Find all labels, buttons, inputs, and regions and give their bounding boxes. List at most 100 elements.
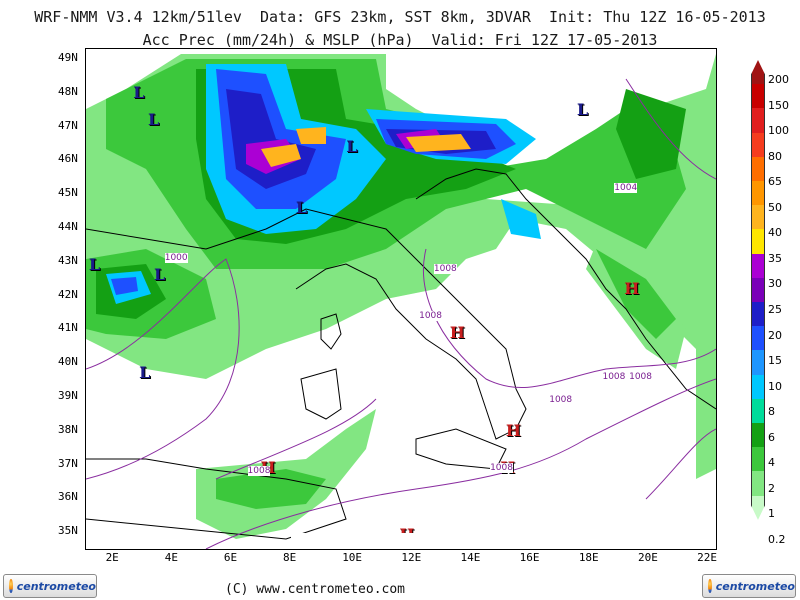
chart-title-line1: WRF-NMM V3.4 12km/51lev Data: GFS 23km, … (34, 8, 766, 26)
colorbar-segment (751, 277, 765, 303)
colorbar-segment (751, 156, 765, 182)
lat-tick-label: 45N (58, 186, 78, 200)
colorbar-segment (751, 302, 765, 327)
lon-tick-label: 18E (578, 551, 599, 564)
precip-layer-orange (261, 127, 471, 167)
colorbar-segment (751, 60, 765, 85)
lat-tick-label: 39N (58, 388, 78, 402)
low-pressure-marker: L (148, 109, 160, 129)
colorbar-segment (751, 108, 765, 133)
colorbar-segment (751, 253, 765, 278)
logo-right-text: centrometeo (715, 579, 795, 593)
map-canvas (86, 49, 716, 549)
colorbar-label: 10 (768, 379, 782, 393)
isobar-label: 1004 (614, 182, 638, 193)
high-pressure-marker: H (624, 278, 640, 298)
logo-left-text: centrometeo (16, 579, 96, 593)
lon-tick-label: 4E (164, 551, 178, 564)
colorbar-segment (751, 495, 765, 520)
colorbar-label: 150 (768, 98, 789, 112)
colorbar-segment (751, 471, 765, 496)
colorbar-label: 2 (768, 481, 775, 495)
colorbar-segment (751, 181, 765, 206)
globe-icon (708, 579, 712, 593)
lat-tick-label: 47N (58, 118, 78, 132)
logo-left[interactable]: centrometeo (3, 574, 97, 598)
colorbar-label: 65 (768, 175, 782, 189)
low-pressure-marker: L (153, 265, 166, 285)
colorbar-label: 4 (768, 456, 775, 470)
lat-tick-label: 37N (58, 456, 78, 470)
colorbar-label: 35 (768, 251, 782, 265)
lat-tick-label: 36N (58, 490, 78, 504)
lat-tick-label: 44N (58, 220, 78, 234)
low-pressure-marker: L (295, 197, 308, 217)
isobar-label: 1008 (490, 462, 513, 473)
lon-tick-label: 12E (401, 551, 422, 564)
low-pressure-marker: L (576, 99, 589, 119)
copyright-text: (C) www.centrometeo.com (225, 582, 406, 597)
lat-tick-label: 46N (58, 152, 78, 166)
colorbar-label: 80 (768, 149, 782, 163)
low-pressure-marker: L (346, 136, 358, 156)
lon-tick-label: 16E (519, 551, 540, 564)
isobar-label: 1008 (433, 263, 457, 274)
colorbar-label: 40 (768, 226, 782, 240)
lon-tick-label: 8E (283, 551, 297, 564)
colorbar-label: 100 (768, 124, 789, 138)
low-pressure-marker: L (139, 363, 151, 383)
colorbar-label: 20 (768, 328, 782, 342)
high-pressure-marker: H (449, 322, 465, 342)
colorbar-label: 6 (768, 430, 775, 444)
colorbar-label: 1 (768, 507, 775, 521)
colorbar-segment (751, 84, 765, 109)
lon-tick-label: 22E (697, 551, 717, 564)
lon-tick-label: 20E (637, 551, 658, 564)
isobars (86, 78, 716, 549)
colorbar-label: 25 (768, 303, 782, 316)
isobar-label: 1008 (247, 466, 271, 477)
colorbar-segment (751, 374, 765, 399)
weather-map: LLLLLLLLHHHHHH10001004100810081008100810… (85, 48, 717, 550)
lat-tick-label: 41N (58, 321, 78, 335)
chart-title-line2: Acc Prec (mm/24h) & MSLP (hPa) Valid: Fr… (142, 31, 658, 49)
colorbar-segment (751, 326, 765, 351)
map-overlay: LLLLLLLLHHHHHH10001004100810081008100810… (86, 49, 716, 549)
colorbar-label: 30 (768, 277, 782, 291)
isobar-label: 1008 (549, 395, 573, 406)
lon-tick-label: 6E (223, 551, 238, 564)
high-pressure-marker: H (505, 420, 522, 440)
low-pressure-marker: L (133, 82, 145, 102)
lat-tick-label: 38N (58, 422, 78, 436)
colorbar-segment (751, 398, 765, 424)
precip-colorbar (751, 60, 765, 520)
globe-icon (9, 579, 13, 593)
isobar-label: 1008 (602, 371, 626, 382)
colorbar-label: 0.2 (768, 533, 786, 546)
lat-tick-label: 35N (58, 524, 78, 538)
lat-tick-label: 43N (58, 253, 78, 267)
colorbar-label: 15 (768, 354, 782, 368)
colorbar-segment (751, 423, 765, 448)
copyright-bg (291, 533, 551, 549)
isobar-label: 1008 (419, 310, 442, 321)
coastlines (86, 168, 716, 540)
colorbar-label: 50 (768, 200, 782, 214)
low-pressure-marker: L (88, 255, 101, 275)
lon-tick-label: 2E (105, 551, 119, 564)
lat-tick-label: 42N (58, 287, 78, 301)
isobar-label: 1008 (629, 371, 652, 382)
lat-tick-label: 48N (58, 84, 78, 98)
lon-tick-label: 10E (342, 551, 363, 564)
logo-right[interactable]: centrometeo (702, 574, 796, 598)
colorbar-segment (751, 132, 765, 157)
colorbar-segment (751, 205, 765, 230)
colorbar-segment (751, 447, 765, 472)
colorbar-label: 8 (768, 405, 775, 419)
lat-tick-label: 40N (58, 355, 78, 369)
colorbar-segment (751, 229, 765, 254)
lat-tick-label: 49N (58, 51, 78, 65)
colorbar-label: 200 (768, 73, 789, 86)
isobar-label: 1000 (164, 253, 188, 264)
lon-tick-label: 14E (460, 551, 481, 564)
